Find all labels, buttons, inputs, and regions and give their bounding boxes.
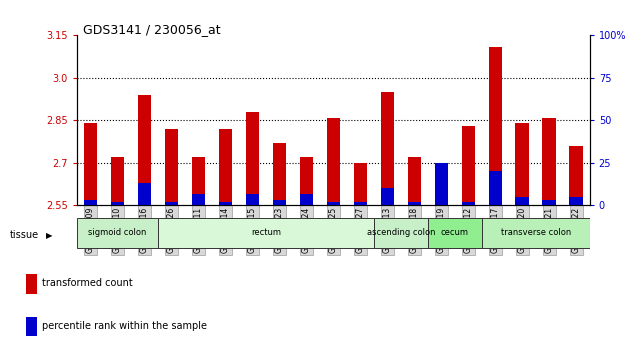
Bar bbox=[326, 118, 340, 205]
Bar bbox=[246, 112, 259, 205]
Bar bbox=[569, 197, 583, 205]
Bar bbox=[272, 143, 286, 205]
Bar bbox=[111, 157, 124, 205]
Bar bbox=[435, 163, 448, 205]
Bar bbox=[219, 202, 232, 205]
Bar bbox=[482, 218, 590, 248]
Bar bbox=[165, 202, 178, 205]
Text: rectum: rectum bbox=[251, 228, 281, 237]
Bar bbox=[569, 146, 583, 205]
Text: tissue: tissue bbox=[10, 230, 38, 240]
Bar bbox=[77, 218, 158, 248]
Bar bbox=[515, 123, 529, 205]
Bar bbox=[138, 183, 151, 205]
Bar bbox=[354, 163, 367, 205]
Bar bbox=[299, 194, 313, 205]
Bar bbox=[219, 129, 232, 205]
Bar bbox=[138, 95, 151, 205]
Text: ▶: ▶ bbox=[46, 231, 53, 240]
Bar bbox=[165, 129, 178, 205]
Bar bbox=[515, 197, 529, 205]
Text: transformed count: transformed count bbox=[42, 278, 133, 288]
Bar bbox=[408, 157, 421, 205]
Bar bbox=[326, 202, 340, 205]
Bar bbox=[381, 92, 394, 205]
Text: GDS3141 / 230056_at: GDS3141 / 230056_at bbox=[83, 23, 221, 36]
Bar bbox=[299, 157, 313, 205]
Bar bbox=[381, 188, 394, 205]
Text: sigmoid colon: sigmoid colon bbox=[88, 228, 147, 237]
Bar bbox=[408, 202, 421, 205]
Bar bbox=[374, 218, 428, 248]
Bar bbox=[192, 194, 205, 205]
Bar bbox=[246, 194, 259, 205]
Bar bbox=[84, 200, 97, 205]
Bar bbox=[428, 218, 482, 248]
Bar bbox=[111, 202, 124, 205]
Text: percentile rank within the sample: percentile rank within the sample bbox=[42, 321, 206, 331]
Bar bbox=[462, 126, 475, 205]
Text: cecum: cecum bbox=[441, 228, 469, 237]
Bar bbox=[354, 202, 367, 205]
Bar bbox=[158, 218, 374, 248]
Bar bbox=[488, 47, 502, 205]
Text: transverse colon: transverse colon bbox=[501, 228, 571, 237]
Bar bbox=[462, 202, 475, 205]
Text: ascending colon: ascending colon bbox=[367, 228, 435, 237]
Bar bbox=[542, 118, 556, 205]
Bar bbox=[488, 171, 502, 205]
Bar bbox=[272, 200, 286, 205]
Bar bbox=[192, 157, 205, 205]
Bar bbox=[542, 200, 556, 205]
Bar bbox=[435, 166, 448, 205]
Bar bbox=[84, 123, 97, 205]
